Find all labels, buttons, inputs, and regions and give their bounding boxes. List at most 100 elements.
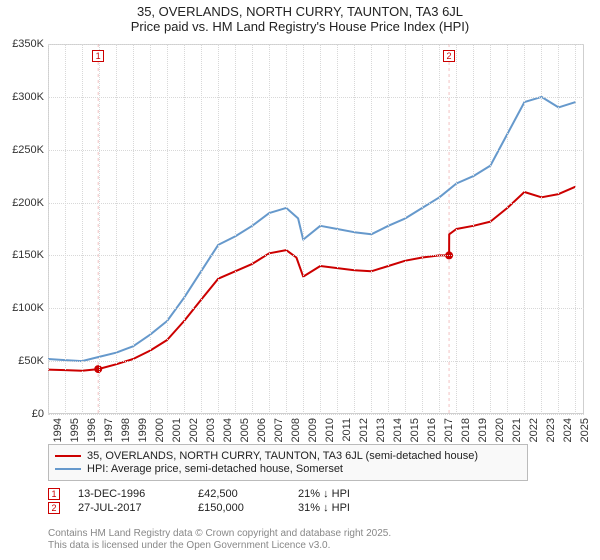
gridline-h <box>48 97 584 98</box>
x-axis-label: 2004 <box>222 418 234 442</box>
gridline-v <box>422 44 423 414</box>
legend: 35, OVERLANDS, NORTH CURRY, TAUNTON, TA3… <box>48 444 528 481</box>
x-axis-label: 2010 <box>324 418 336 442</box>
point-date-2: 27-JUL-2017 <box>78 502 198 514</box>
x-axis-label: 2016 <box>426 418 438 442</box>
gridline-v <box>82 44 83 414</box>
chart-marker-2: 2 <box>443 50 455 62</box>
x-axis-label: 2024 <box>562 418 574 442</box>
gridline-v <box>303 44 304 414</box>
gridline-v <box>371 44 372 414</box>
y-axis-label: £250K <box>12 144 44 156</box>
gridline-v <box>252 44 253 414</box>
gridline-v <box>201 44 202 414</box>
series-hpi <box>48 97 576 361</box>
title-line2: Price paid vs. HM Land Registry's House … <box>0 19 600 34</box>
x-axis-label: 2001 <box>171 418 183 442</box>
x-axis-label: 2005 <box>239 418 251 442</box>
gridline-v <box>286 44 287 414</box>
point-price-1: £42,500 <box>198 488 298 500</box>
x-axis-label: 2002 <box>188 418 200 442</box>
y-axis-label: £100K <box>12 302 44 314</box>
gridline-h <box>48 414 584 415</box>
gridline-h <box>48 308 584 309</box>
x-axis-label: 2025 <box>579 418 591 442</box>
gridline-v <box>116 44 117 414</box>
y-axis-label: £0 <box>32 408 44 420</box>
legend-item-hpi: HPI: Average price, semi-detached house,… <box>55 463 521 475</box>
y-axis-label: £150K <box>12 249 44 261</box>
point-date-1: 13-DEC-1996 <box>78 488 198 500</box>
x-axis-label: 1998 <box>120 418 132 442</box>
gridline-v <box>337 44 338 414</box>
gridline-v <box>167 44 168 414</box>
gridline-v <box>405 44 406 414</box>
series-property <box>48 187 576 371</box>
x-axis-label: 2003 <box>205 418 217 442</box>
gridline-v <box>184 44 185 414</box>
x-axis-label: 1999 <box>137 418 149 442</box>
x-axis-label: 2017 <box>443 418 455 442</box>
gridline-v <box>99 44 100 414</box>
gridline-v <box>150 44 151 414</box>
x-axis-label: 2020 <box>494 418 506 442</box>
x-axis-label: 2011 <box>341 418 353 442</box>
gridline-h <box>48 150 584 151</box>
x-axis-label: 2008 <box>290 418 302 442</box>
title-block: 35, OVERLANDS, NORTH CURRY, TAUNTON, TA3… <box>0 0 600 34</box>
x-axis-label: 1995 <box>69 418 81 442</box>
point-marker-1: 1 <box>48 488 60 500</box>
x-axis-label: 2006 <box>256 418 268 442</box>
y-axis-label: £350K <box>12 38 44 50</box>
x-axis-label: 1997 <box>103 418 115 442</box>
legend-item-property: 35, OVERLANDS, NORTH CURRY, TAUNTON, TA3… <box>55 450 521 462</box>
gridline-v <box>507 44 508 414</box>
gridline-v <box>48 44 49 414</box>
point-price-2: £150,000 <box>198 502 298 514</box>
chart-marker-1: 1 <box>92 50 104 62</box>
x-axis-label: 2023 <box>545 418 557 442</box>
x-axis-label: 1994 <box>52 418 64 442</box>
gridline-v <box>524 44 525 414</box>
gridline-v <box>235 44 236 414</box>
gridline-v <box>541 44 542 414</box>
gridline-h <box>48 255 584 256</box>
gridline-v <box>354 44 355 414</box>
gridline-v <box>133 44 134 414</box>
legend-label-property: 35, OVERLANDS, NORTH CURRY, TAUNTON, TA3… <box>87 450 478 462</box>
x-axis-label: 2019 <box>477 418 489 442</box>
y-axis-label: £200K <box>12 197 44 209</box>
points-table: 1 13-DEC-1996 £42,500 21% ↓ HPI 2 27-JUL… <box>48 486 418 516</box>
x-axis-label: 2014 <box>392 418 404 442</box>
x-axis-label: 2000 <box>154 418 166 442</box>
x-axis-label: 2012 <box>358 418 370 442</box>
chart-container: 35, OVERLANDS, NORTH CURRY, TAUNTON, TA3… <box>0 0 600 560</box>
point-row-2: 2 27-JUL-2017 £150,000 31% ↓ HPI <box>48 502 418 514</box>
x-axis-label: 2018 <box>460 418 472 442</box>
gridline-v <box>575 44 576 414</box>
footer: Contains HM Land Registry data © Crown c… <box>48 528 391 552</box>
gridline-v <box>388 44 389 414</box>
gridline-v <box>439 44 440 414</box>
gridline-v <box>558 44 559 414</box>
x-axis-label: 2015 <box>409 418 421 442</box>
chart-area: £0£50K£100K£150K£200K£250K£300K£350K1994… <box>48 44 584 414</box>
legend-swatch-hpi <box>55 468 81 470</box>
x-axis-label: 2009 <box>307 418 319 442</box>
gridline-h <box>48 44 584 45</box>
point-delta-2: 31% ↓ HPI <box>298 502 418 514</box>
gridline-v <box>456 44 457 414</box>
footer-line2: This data is licensed under the Open Gov… <box>48 540 391 552</box>
x-axis-label: 1996 <box>86 418 98 442</box>
gridline-v <box>65 44 66 414</box>
point-delta-1: 21% ↓ HPI <box>298 488 418 500</box>
footer-line1: Contains HM Land Registry data © Crown c… <box>48 528 391 540</box>
point-marker-2: 2 <box>48 502 60 514</box>
chart-svg <box>48 44 584 414</box>
legend-label-hpi: HPI: Average price, semi-detached house,… <box>87 463 343 475</box>
gridline-v <box>490 44 491 414</box>
title-line1: 35, OVERLANDS, NORTH CURRY, TAUNTON, TA3… <box>0 4 600 19</box>
legend-swatch-property <box>55 455 81 457</box>
gridline-v <box>269 44 270 414</box>
gridline-h <box>48 203 584 204</box>
